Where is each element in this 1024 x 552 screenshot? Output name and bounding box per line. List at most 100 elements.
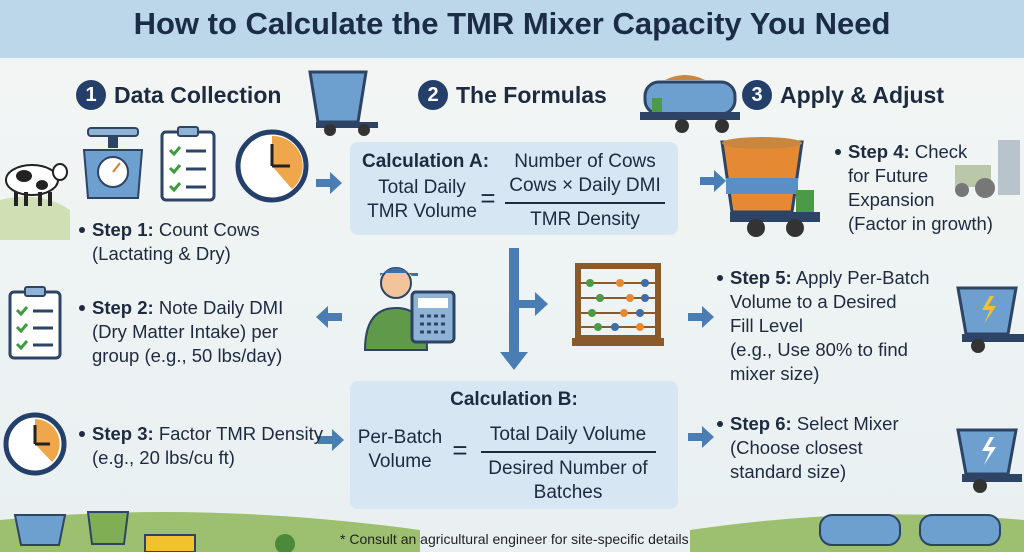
cow-icon bbox=[5, 163, 68, 206]
farm-icon-part bbox=[975, 178, 995, 198]
mixer-icon-part bbox=[358, 124, 370, 136]
farm-icon bbox=[955, 140, 1020, 198]
step-text: Note Daily DMI bbox=[158, 297, 284, 318]
footnote: * Consult an agricultural engineer for s… bbox=[340, 531, 689, 547]
step-line: (Dry Matter Intake) per bbox=[92, 320, 283, 344]
calc-denominator-line: Desired Number of bbox=[488, 458, 648, 479]
farmer-icon-part bbox=[418, 298, 448, 308]
mixer-icon bbox=[308, 70, 378, 136]
farmer-icon bbox=[363, 267, 456, 351]
clipboard-icon-2-part bbox=[24, 286, 46, 297]
section-number: 3 bbox=[742, 80, 772, 110]
abacus-icon-part-part bbox=[616, 279, 624, 287]
step-line: (e.g., 20 lbs/cu ft) bbox=[92, 446, 323, 470]
abacus-icon-part bbox=[572, 338, 664, 346]
abacus-icon-part-part bbox=[626, 294, 634, 302]
abacus-icon-part-part bbox=[641, 279, 649, 287]
abacus-icon-part bbox=[611, 279, 649, 331]
calc-numerator-line: Total Daily Volume bbox=[489, 424, 647, 445]
scale-icon-part bbox=[108, 136, 118, 148]
step-text: (Lactating & Dry) bbox=[92, 243, 231, 264]
page-title: How to Calculate the TMR Mixer Capacity … bbox=[133, 6, 891, 41]
clock-icon-2-part bbox=[35, 419, 60, 462]
clock-icon-2 bbox=[3, 412, 67, 476]
step-line: Volume to a Desired bbox=[730, 290, 930, 314]
fraction-bar bbox=[505, 202, 665, 204]
step-bullet bbox=[717, 421, 723, 427]
tank-truck-icon-part bbox=[665, 75, 705, 80]
bottom-vehicles bbox=[13, 511, 1001, 552]
calc-lhs: Per-Batch Volume bbox=[330, 426, 470, 474]
step-bullet bbox=[79, 227, 85, 233]
calc-lhs-line: Total Daily bbox=[378, 177, 466, 198]
large-mixer-icon-part bbox=[747, 219, 765, 237]
mixer-icon-3-part bbox=[973, 479, 987, 493]
abacus-icon-part bbox=[616, 279, 644, 331]
cow-icon-part bbox=[36, 180, 48, 190]
title-bar bbox=[0, 0, 1024, 58]
step-text: group (e.g., 50 lbs/day) bbox=[92, 345, 283, 366]
section-title: The Formulas bbox=[456, 82, 607, 108]
calc-denominator-line: TMR Density bbox=[530, 209, 640, 230]
step-label: Step 5: bbox=[730, 267, 792, 288]
step-label: Step 2: bbox=[92, 297, 154, 318]
arrows-part bbox=[688, 306, 714, 328]
mixer-icon-3-part bbox=[956, 428, 1018, 476]
step-bullet bbox=[835, 149, 841, 155]
calc-lhs-line: TMR Volume bbox=[367, 201, 477, 222]
calc-denominator: TMR Density bbox=[505, 208, 665, 232]
step: Step 5: Apply Per-Batch Volume to a Desir… bbox=[717, 266, 930, 386]
abacus-icon-part-part bbox=[641, 294, 649, 302]
abacus-icon-part-part bbox=[586, 279, 594, 287]
step-label: Step 4: bbox=[848, 141, 910, 162]
step-line: for Future bbox=[848, 164, 993, 188]
scale-icon-part bbox=[87, 127, 139, 137]
arrows-part bbox=[500, 352, 528, 370]
step-text: Check bbox=[914, 141, 968, 162]
calc-operator: = bbox=[480, 183, 496, 213]
clipboard-icon-part bbox=[168, 146, 182, 193]
step-line: Fill Level bbox=[730, 314, 930, 338]
step-line: group (e.g., 50 lbs/day) bbox=[92, 344, 283, 368]
bottom-vehicles-part bbox=[275, 534, 295, 552]
step-text: Count Cows bbox=[158, 219, 260, 240]
step-text: Factor TMR Density bbox=[158, 423, 323, 444]
section-title: Apply & Adjust bbox=[780, 82, 944, 108]
calc-operator: = bbox=[452, 435, 468, 465]
mixer-icon-2-part bbox=[982, 296, 996, 324]
step-bullet bbox=[79, 431, 85, 437]
abacus-icon-part-part bbox=[588, 309, 596, 317]
cow-icon-part bbox=[38, 192, 42, 206]
clock-icon-part bbox=[270, 144, 290, 168]
step-label: Step 3: bbox=[92, 423, 154, 444]
step-line: (Factor in growth) bbox=[848, 212, 993, 236]
abacus-icon-part-part bbox=[620, 309, 628, 317]
step: Step 4: Check for Future Expansion (Factor … bbox=[835, 140, 993, 236]
large-mixer-icon-part bbox=[796, 190, 814, 212]
clock-icon-2-part bbox=[33, 425, 50, 446]
step-text: (e.g., 20 lbs/cu ft) bbox=[92, 447, 235, 468]
step-text: (Factor in growth) bbox=[848, 213, 993, 234]
calc-boxes-part bbox=[350, 142, 678, 235]
step-line: (Lactating & Dry) bbox=[92, 242, 260, 266]
clipboard-icon bbox=[160, 126, 216, 202]
mixer-icon-part bbox=[308, 70, 368, 124]
step-text: Select Mixer bbox=[796, 413, 899, 434]
cow-icon-part bbox=[24, 192, 28, 206]
step: Step 6: Select Mixer (Choose closest stand… bbox=[717, 412, 899, 484]
large-mixer-icon-part bbox=[726, 178, 798, 194]
calc-lhs-line: Volume bbox=[368, 451, 432, 472]
step-line: (e.g., Use 80% to find bbox=[730, 338, 930, 362]
step-line: Step 1: Count Cows bbox=[92, 218, 260, 242]
step: Step 1: Count Cows (Lactating & Dry) bbox=[79, 218, 260, 266]
arrows-part bbox=[688, 426, 714, 448]
step-text: standard size) bbox=[730, 461, 847, 482]
arrows bbox=[316, 170, 726, 451]
clipboard-icon-part bbox=[177, 126, 199, 137]
clipboard-icon-part bbox=[186, 149, 206, 189]
tank-truck-icon bbox=[640, 75, 740, 133]
calc-lhs-line: Per-Batch bbox=[357, 427, 443, 448]
arrows-part bbox=[509, 248, 519, 353]
step-line: Step 2: Note Daily DMI bbox=[92, 296, 283, 320]
clipboard-icon-part bbox=[160, 130, 216, 202]
